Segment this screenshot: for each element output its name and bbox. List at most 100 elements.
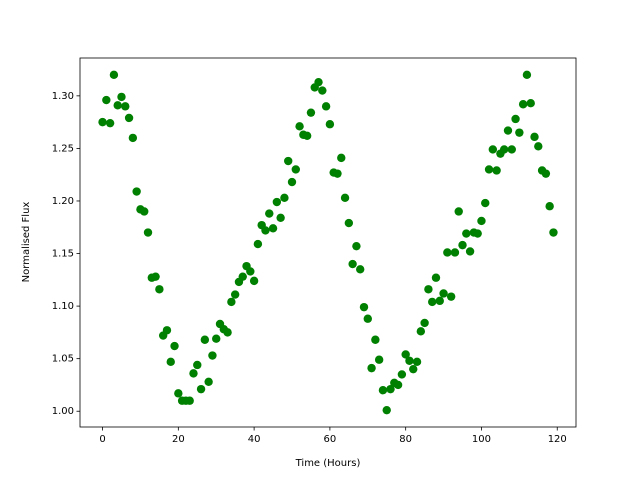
point (518, 100, 528, 109)
point (450, 248, 460, 257)
y-tick-label: 1.15 (52, 249, 74, 260)
point (318, 86, 327, 95)
point (238, 272, 247, 281)
y-tick-label: 1.10 (52, 301, 74, 312)
point (166, 357, 175, 367)
point (200, 335, 210, 344)
point (280, 193, 289, 203)
point (503, 126, 513, 135)
point (109, 70, 119, 80)
point (265, 209, 274, 218)
point (151, 272, 160, 281)
point (132, 187, 141, 196)
point (196, 384, 206, 394)
y-tick-label: 1.00 (52, 406, 74, 417)
point (223, 328, 232, 337)
point (105, 118, 115, 128)
point (306, 108, 316, 117)
point (439, 289, 448, 298)
point (454, 207, 463, 216)
point (507, 145, 516, 154)
point (363, 314, 372, 323)
y-tick-label: 1.30 (52, 91, 74, 102)
point (473, 229, 482, 238)
point (227, 297, 236, 307)
point (511, 114, 520, 124)
point (420, 318, 429, 328)
point (374, 355, 384, 364)
point (333, 169, 342, 178)
point (208, 351, 217, 360)
point (382, 405, 391, 415)
point (321, 102, 331, 111)
point (424, 285, 433, 294)
point (428, 297, 437, 307)
point (416, 327, 426, 336)
point (98, 117, 107, 127)
point (378, 386, 388, 395)
point (325, 120, 335, 129)
point (499, 145, 509, 154)
point (545, 202, 554, 211)
point (340, 193, 350, 203)
point (261, 226, 270, 235)
point (522, 70, 532, 80)
point (462, 229, 471, 238)
point (230, 290, 240, 299)
point (272, 197, 282, 207)
point (481, 198, 490, 208)
point (367, 363, 376, 373)
point (204, 377, 213, 386)
point (359, 302, 369, 312)
point (102, 95, 111, 105)
point (401, 350, 410, 359)
point (140, 207, 149, 216)
point (393, 380, 403, 390)
point (458, 240, 467, 250)
point (515, 128, 524, 137)
x-tick-label: 120 (548, 434, 567, 445)
point (128, 133, 138, 143)
point (541, 169, 551, 178)
point (477, 216, 486, 226)
x-axis-label: Time (Hours) (295, 458, 361, 469)
y-tick-label: 1.05 (52, 354, 74, 365)
point (344, 218, 354, 228)
point (356, 265, 365, 274)
point (287, 177, 297, 187)
point (268, 224, 278, 233)
point (276, 213, 285, 222)
point (143, 228, 153, 237)
point (446, 292, 456, 301)
point (526, 99, 535, 108)
point (162, 326, 172, 335)
point (314, 77, 323, 87)
point (212, 334, 221, 343)
point (113, 101, 122, 110)
point (337, 153, 346, 163)
point (435, 296, 444, 306)
point (488, 145, 498, 154)
point (465, 247, 475, 256)
x-tick-label: 20 (172, 434, 185, 445)
point (484, 165, 494, 174)
plot-frame (79, 57, 577, 428)
x-tick-label: 100 (472, 434, 491, 445)
point (249, 276, 259, 286)
point (352, 241, 361, 251)
point (302, 131, 312, 140)
point (386, 384, 395, 394)
point (431, 273, 441, 282)
y-tick-label: 1.25 (52, 143, 74, 154)
point (284, 156, 293, 166)
point (530, 132, 539, 142)
x-tick-label: 0 (99, 434, 105, 445)
point (409, 364, 418, 374)
x-tick-label: 40 (248, 434, 261, 445)
point (443, 248, 452, 257)
point (492, 166, 501, 175)
point (253, 239, 263, 249)
point (397, 370, 407, 379)
